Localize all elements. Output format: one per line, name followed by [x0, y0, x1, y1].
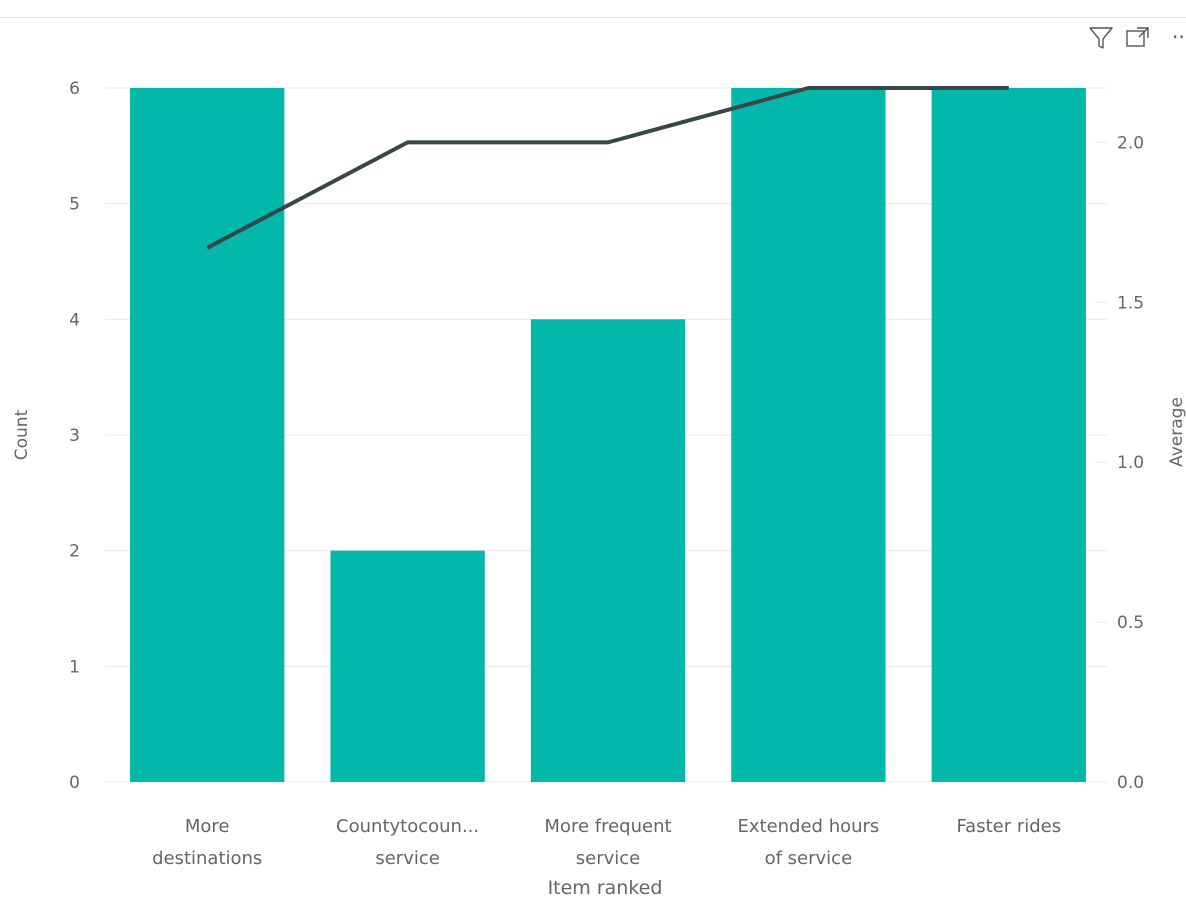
y-tick-label: 2: [69, 542, 80, 562]
y-tick-label: 1: [69, 657, 80, 677]
bar[interactable]: [330, 550, 485, 782]
bars: [130, 88, 1086, 782]
bar[interactable]: [731, 88, 886, 782]
x-tick-label: More frequent service: [544, 816, 671, 869]
x-tick-label: Extended hours of service: [737, 816, 879, 869]
y-axis-title: Count: [12, 409, 32, 460]
x-axis: More destinations Countytocoun... service Mo…: [152, 816, 1061, 869]
focus-mode-icon[interactable]: [1124, 22, 1150, 52]
y2-axis-title: Average: [1167, 397, 1186, 467]
y2-tick-label: 1.0: [1117, 453, 1144, 473]
bar[interactable]: [130, 88, 285, 782]
y-axis-left: 0 1 2 3 4 5 6: [69, 79, 80, 793]
y-tick-label: 4: [69, 310, 80, 330]
y-tick-label: 0: [69, 773, 80, 793]
y2-tick-label: 0.5: [1117, 613, 1144, 633]
y2-tick-label: 1.5: [1117, 293, 1144, 313]
y2-tick-label: 0.0: [1117, 773, 1144, 793]
bar[interactable]: [530, 319, 686, 782]
y2-tick-label: 2.0: [1117, 133, 1144, 153]
x-tick-label: More destinations: [152, 816, 262, 869]
y-tick-label: 3: [69, 426, 80, 446]
average-line[interactable]: [206, 86, 1009, 250]
x-tick-label: Countytocoun... service: [336, 816, 479, 869]
bar[interactable]: [931, 88, 1086, 782]
average-line-layer: [206, 86, 1009, 250]
more-options-icon[interactable]: ··: [1172, 25, 1185, 49]
x-axis-title: Item ranked: [548, 877, 663, 899]
filter-icon[interactable]: [1088, 22, 1114, 52]
visual-top-border: [0, 17, 1186, 18]
y-axis-right: 0.0 0.5 1.0 1.5 2.0: [1117, 133, 1144, 793]
y-tick-label: 5: [69, 195, 80, 215]
y-tick-label: 6: [69, 79, 80, 99]
x-tick-label: Faster rides: [956, 816, 1061, 837]
